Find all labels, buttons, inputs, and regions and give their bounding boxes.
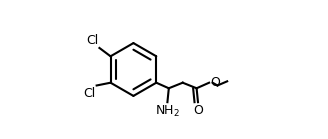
Text: O: O [193, 104, 203, 117]
Text: Cl: Cl [87, 34, 99, 47]
Text: Cl: Cl [84, 87, 96, 100]
Text: O: O [210, 75, 220, 89]
Text: NH$_2$: NH$_2$ [155, 104, 180, 119]
